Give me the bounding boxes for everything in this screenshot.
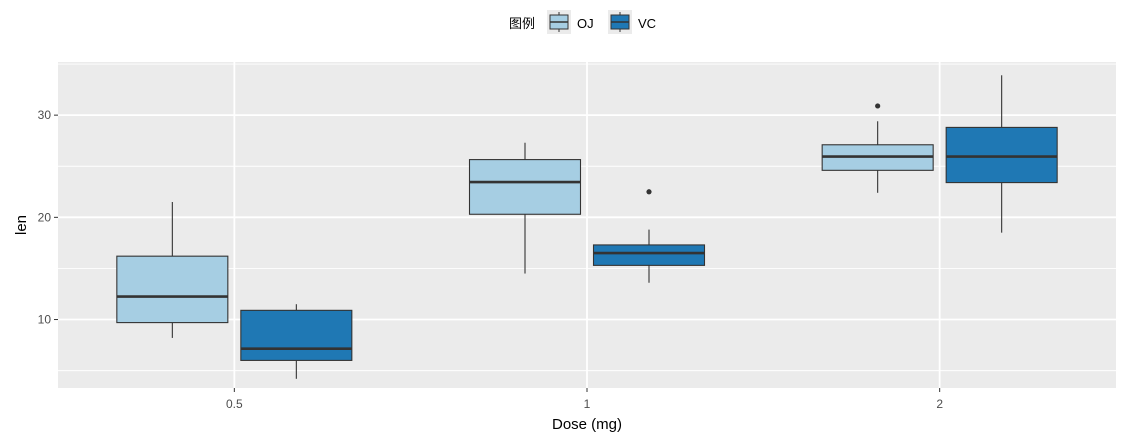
y-tick-label: 30 bbox=[38, 108, 52, 122]
legend-title: 图例 bbox=[509, 17, 535, 32]
legend-items: OJ VC bbox=[547, 10, 656, 34]
box-iqr bbox=[592, 244, 706, 266]
box-oj-0.5 bbox=[116, 202, 229, 338]
x-tick-label: 1 bbox=[584, 397, 591, 411]
legend-label: OJ bbox=[577, 16, 594, 31]
y-axis-title: len bbox=[13, 215, 30, 235]
legend-item-vc: VC bbox=[608, 10, 656, 34]
y-tick-label: 10 bbox=[38, 313, 52, 327]
x-axis-title: Dose (mg) bbox=[552, 416, 622, 433]
legend-label: VC bbox=[638, 16, 656, 31]
x-tick-label: 0.5 bbox=[226, 397, 243, 411]
outlier-point bbox=[875, 103, 881, 109]
outlier-point bbox=[646, 189, 652, 195]
box-iqr bbox=[468, 159, 582, 215]
x-axis: 0.5 1 2 bbox=[226, 388, 943, 411]
box-iqr bbox=[116, 255, 229, 324]
box-oj-2 bbox=[821, 103, 934, 193]
box-vc-2 bbox=[945, 75, 1058, 233]
box-vc-1 bbox=[592, 189, 706, 283]
grid-major bbox=[58, 62, 1116, 388]
box-iqr bbox=[945, 126, 1058, 184]
x-tick-label: 2 bbox=[936, 397, 943, 411]
legend: 图例 OJ VC bbox=[509, 10, 656, 34]
y-axis: 10 20 30 bbox=[38, 108, 58, 327]
box-oj-1 bbox=[468, 142, 582, 274]
y-tick-label: 20 bbox=[38, 210, 52, 224]
box-vc-0.5 bbox=[240, 304, 353, 379]
legend-item-oj: OJ bbox=[547, 10, 594, 34]
boxes bbox=[116, 75, 1058, 379]
box-iqr bbox=[240, 309, 353, 361]
